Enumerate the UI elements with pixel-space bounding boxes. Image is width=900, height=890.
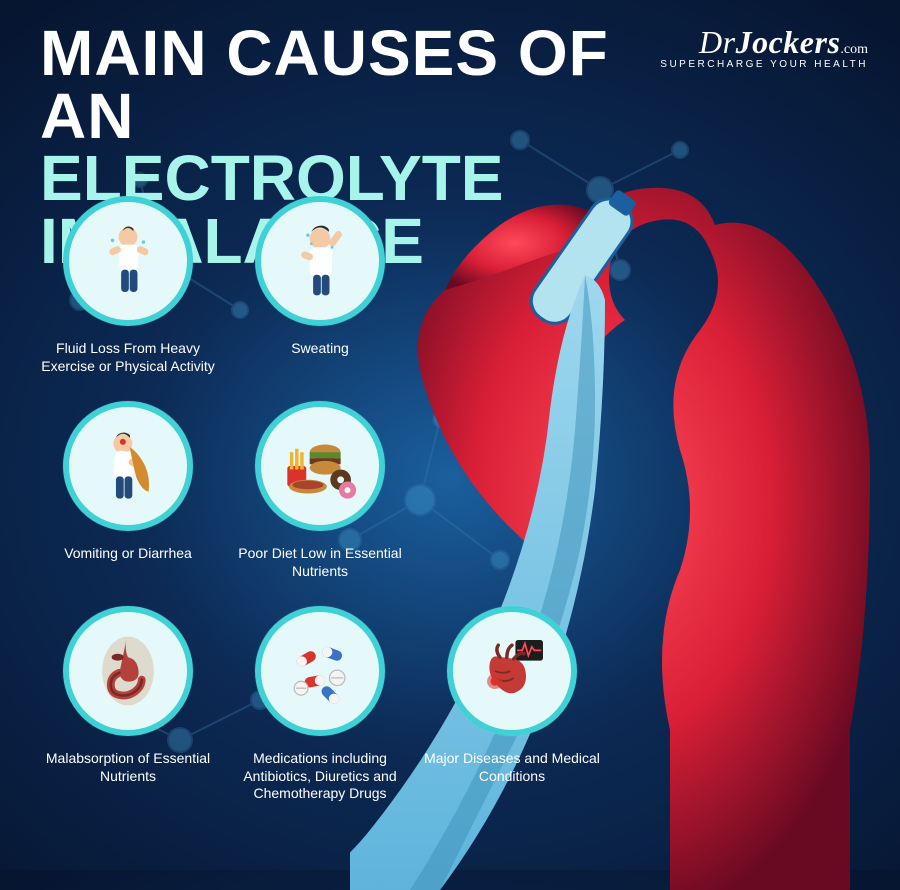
sweating-label: Sweating — [291, 340, 349, 358]
vomiting-icon — [63, 401, 193, 531]
cause-item-poor-diet: Poor Diet Low in Essential Nutrients — [232, 401, 408, 580]
poor-diet-label: Poor Diet Low in Essential Nutrients — [232, 545, 408, 580]
diseases-label: Major Diseases and Medical Conditions — [424, 750, 600, 785]
digestive-icon — [63, 606, 193, 736]
exercise-label: Fluid Loss From Heavy Exercise or Physic… — [40, 340, 216, 375]
cause-item-sweating: Sweating — [232, 196, 408, 375]
junk-food-icon — [255, 401, 385, 531]
medications-label: Medications including Antibiotics, Diure… — [232, 750, 408, 803]
cause-item-medications: Medications including Antibiotics, Diure… — [232, 606, 408, 803]
cause-item-diseases: Major Diseases and Medical Conditions — [424, 606, 600, 803]
logo-domain: .com — [840, 42, 868, 57]
title-line-1: MAIN CAUSES OF AN — [40, 22, 680, 147]
vomiting-label: Vomiting or Diarrhea — [64, 545, 192, 563]
logo-name: Jockers — [736, 24, 841, 60]
heart-disease-icon — [447, 606, 577, 736]
brand-logo: DrJockers.com SUPERCHARGE YOUR HEALTH — [660, 24, 868, 70]
pills-icon — [255, 606, 385, 736]
logo-tagline: SUPERCHARGE YOUR HEALTH — [660, 59, 868, 70]
logo-prefix: Dr — [699, 24, 736, 60]
causes-grid: Fluid Loss From Heavy Exercise or Physic… — [40, 196, 600, 803]
cause-item-malabsorption: Malabsorption of Essential Nutrients — [40, 606, 216, 803]
exercise-icon — [63, 196, 193, 326]
cause-item-vomiting: Vomiting or Diarrhea — [40, 401, 216, 580]
malabsorption-label: Malabsorption of Essential Nutrients — [40, 750, 216, 785]
cause-item-exercise: Fluid Loss From Heavy Exercise or Physic… — [40, 196, 216, 375]
sweating-icon — [255, 196, 385, 326]
